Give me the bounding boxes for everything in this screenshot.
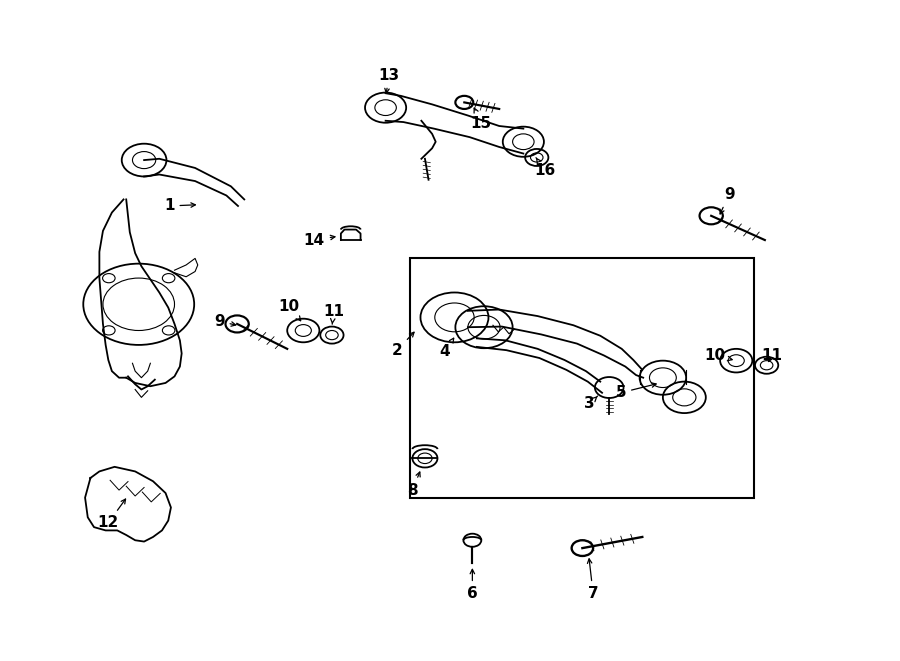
Text: 15: 15 <box>471 108 492 130</box>
Text: 9: 9 <box>720 187 734 214</box>
Text: 1: 1 <box>164 198 195 214</box>
Text: 11: 11 <box>761 348 782 363</box>
Text: 16: 16 <box>534 157 555 178</box>
Text: 5: 5 <box>616 383 656 401</box>
Text: 9: 9 <box>214 314 236 329</box>
Text: 13: 13 <box>379 67 400 93</box>
Bar <box>410 258 754 498</box>
Text: 10: 10 <box>705 348 733 363</box>
Text: 3: 3 <box>584 396 598 411</box>
Text: 2: 2 <box>392 332 414 358</box>
Text: 7: 7 <box>588 559 598 601</box>
Text: 6: 6 <box>467 569 478 601</box>
Text: 4: 4 <box>439 338 454 359</box>
Text: 11: 11 <box>323 303 344 325</box>
Text: 14: 14 <box>303 233 335 248</box>
Text: 10: 10 <box>278 299 301 321</box>
Text: 12: 12 <box>98 499 126 530</box>
Text: 8: 8 <box>407 472 420 498</box>
